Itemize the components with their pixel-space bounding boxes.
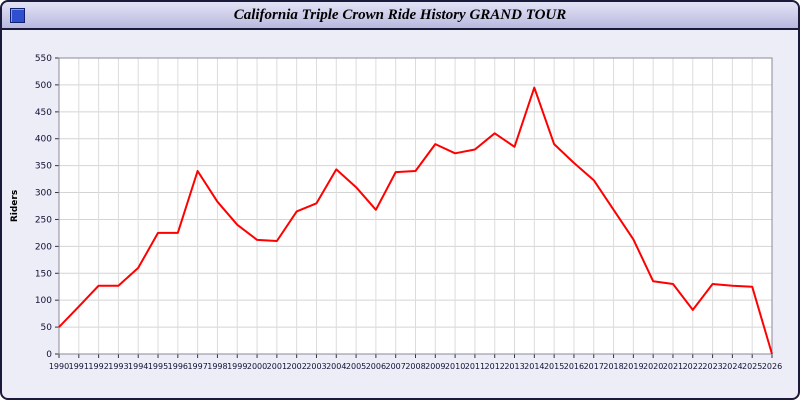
x-tick-label: 2016 xyxy=(564,362,584,371)
y-tick-label: 350 xyxy=(35,162,52,172)
y-tick-label: 400 xyxy=(35,135,52,145)
x-tick-label: 1998 xyxy=(207,362,227,371)
x-tick-label: 2019 xyxy=(623,362,643,371)
x-tick-label: 1999 xyxy=(227,362,247,371)
y-tick-label: 500 xyxy=(35,81,52,91)
x-tick-label: 2002 xyxy=(286,362,306,371)
data-line-riders xyxy=(58,86,773,355)
y-tick-label: 150 xyxy=(35,269,52,279)
x-tick-label: 1993 xyxy=(108,362,128,371)
x-tick-label: 2012 xyxy=(485,362,505,371)
y-tick-label: 200 xyxy=(35,242,52,252)
title-bar: California Triple Crown Ride History GRA… xyxy=(2,2,798,30)
x-tick-label: 2020 xyxy=(643,362,663,371)
x-tick-label: 2014 xyxy=(524,362,544,371)
x-tick-label: 2021 xyxy=(663,362,683,371)
x-tick-label: 2003 xyxy=(306,362,326,371)
window-title: California Triple Crown Ride History GRA… xyxy=(233,6,567,23)
x-tick-label: 1994 xyxy=(128,362,148,371)
x-tick-label: 2011 xyxy=(465,362,485,371)
x-tick-label: 2005 xyxy=(346,362,366,371)
x-tick-label: 2022 xyxy=(683,362,703,371)
x-tick-label: 2025 xyxy=(742,362,762,371)
y-tick-label: 250 xyxy=(35,215,52,225)
x-tick-label: 2009 xyxy=(425,362,445,371)
x-tick-label: 2024 xyxy=(722,362,742,371)
x-tick-label: 2013 xyxy=(504,362,524,371)
chart-area: 0 50 100 150 200 250 300 350 400 450 500 550 1990 199… xyxy=(2,30,798,398)
y-axis-title: Riders xyxy=(10,190,20,222)
y-tick-label: 0 xyxy=(46,350,52,360)
x-tick-label: 2015 xyxy=(544,362,564,371)
x-tick-label: 2006 xyxy=(366,362,386,371)
x-tick-label: 2018 xyxy=(603,362,623,371)
y-tick-label: 50 xyxy=(41,323,53,333)
x-tick-label: 1992 xyxy=(88,362,108,371)
x-tick-label: 2000 xyxy=(247,362,267,371)
x-tick-label: 2001 xyxy=(267,362,287,371)
x-tick-label: 2010 xyxy=(445,362,465,371)
x-tick-label: 1990 xyxy=(49,362,69,371)
x-tick-label: 1995 xyxy=(148,362,168,371)
x-tick-label: 2017 xyxy=(584,362,604,371)
x-tick-label: 2023 xyxy=(702,362,722,371)
x-tick-label: 2004 xyxy=(326,362,346,371)
x-tick-label: 2007 xyxy=(386,362,406,371)
y-tick-label: 550 xyxy=(35,54,52,64)
y-tick-label: 300 xyxy=(35,189,52,199)
y-tick-label: 450 xyxy=(35,108,52,118)
app-icon xyxy=(10,7,25,23)
x-tick-label: 1996 xyxy=(168,362,188,371)
plot-border xyxy=(58,57,773,355)
x-tick-label: 1997 xyxy=(187,362,207,371)
x-tick-label: 1991 xyxy=(69,362,89,371)
y-tick-label: 100 xyxy=(35,296,52,306)
x-tick-label: 2008 xyxy=(405,362,425,371)
x-tick-label: 2026 xyxy=(762,362,782,371)
